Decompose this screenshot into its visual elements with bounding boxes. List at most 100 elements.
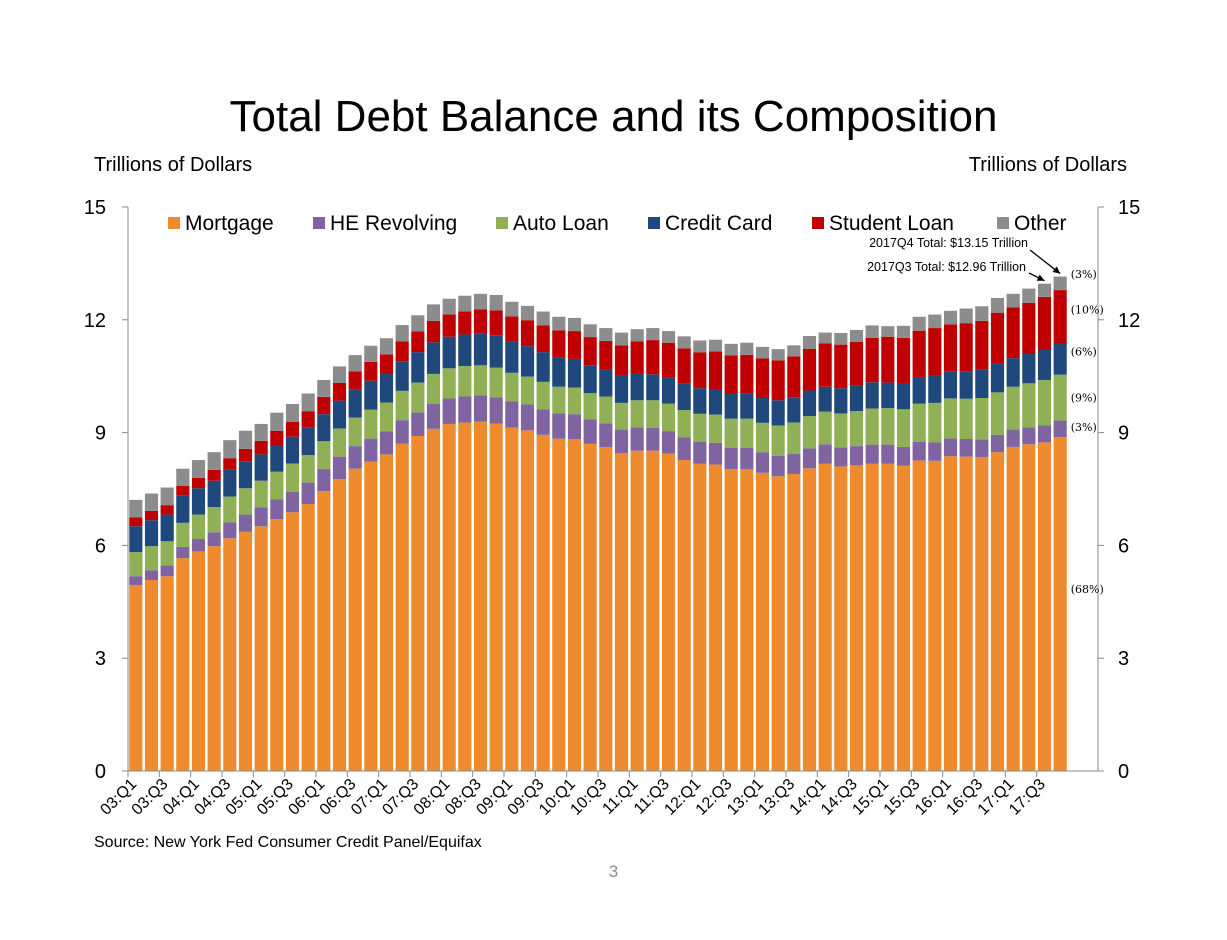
bar-auto-loan-10-Q2: [583, 393, 597, 420]
y-tick-label-right-6: 6: [1118, 535, 1129, 557]
bar-student-loan-07-Q2: [395, 341, 409, 362]
bar-student-loan-03-Q1: [129, 517, 143, 527]
bar-auto-loan-17-Q2: [1022, 383, 1036, 428]
bar-mortgage-12-Q2: [708, 464, 723, 771]
bar-other-14-Q4: [865, 325, 879, 338]
bar-other-13-Q1: [755, 346, 770, 359]
bar-student-loan-06-Q4: [364, 361, 378, 381]
bar-he-revolving-12-Q1: [693, 441, 707, 464]
bar-mortgage-04-Q4: [238, 531, 253, 771]
bar-student-loan-16-Q2: [959, 323, 973, 372]
bar-auto-loan-05-Q3: [285, 463, 300, 492]
bar-credit-card-11-Q1: [630, 373, 644, 401]
page-number: 3: [608, 862, 619, 881]
bar-he-revolving-16-Q4: [990, 434, 1005, 453]
bar-other-11-Q2: [646, 328, 660, 341]
bar-auto-loan-08-Q1: [442, 368, 456, 399]
bar-mortgage-09-Q4: [552, 438, 566, 771]
bar-he-revolving-11-Q2: [646, 427, 660, 451]
bar-mortgage-12-Q1: [693, 463, 707, 771]
bar-auto-loan-11-Q2: [646, 400, 660, 428]
bar-auto-loan-16-Q2: [959, 398, 973, 439]
bar-he-revolving-09-Q4: [552, 413, 566, 439]
bar-he-revolving-03-Q4: [176, 546, 190, 559]
bar-other-09-Q2: [520, 305, 535, 321]
bar-other-06-Q1: [317, 379, 331, 397]
composition-label-credit-card: (6%): [1071, 346, 1097, 359]
bar-he-revolving-08-Q2: [458, 396, 472, 423]
bar-auto-loan-07-Q1: [379, 402, 394, 432]
bar-he-revolving-11-Q3: [661, 431, 676, 454]
bar-other-06-Q4: [364, 345, 378, 362]
bar-auto-loan-10-Q4: [614, 402, 629, 430]
bar-other-08-Q1: [442, 298, 456, 315]
annotation-arrow-2017q3: [1028, 272, 1045, 282]
bar-credit-card-15-Q2: [896, 382, 911, 410]
bar-he-revolving-15-Q3: [912, 442, 926, 461]
annotation-2017q4-total: 2017Q4 Total: $13.15 Trillion: [869, 236, 1028, 250]
bar-student-loan-16-Q1: [943, 324, 958, 372]
bar-credit-card-16-Q3: [975, 369, 989, 399]
bar-mortgage-12-Q4: [740, 469, 754, 771]
bar-he-revolving-09-Q3: [536, 409, 550, 435]
bar-student-loan-17-Q4: [1053, 290, 1067, 344]
bar-mortgage-17-Q2: [1022, 444, 1036, 771]
bar-auto-loan-16-Q1: [943, 398, 958, 439]
annotation-arrow-2017q4-head: [1052, 266, 1061, 274]
bar-he-revolving-03-Q1: [129, 576, 143, 586]
bar-mortgage-11-Q3: [661, 453, 676, 771]
bar-auto-loan-08-Q2: [458, 366, 472, 397]
bar-student-loan-16-Q4: [990, 312, 1005, 364]
bar-auto-loan-11-Q1: [630, 400, 644, 428]
bar-credit-card-05-Q4: [301, 427, 315, 456]
y-axis-label-left: Trillions of Dollars: [94, 154, 253, 176]
bar-student-loan-12-Q3: [724, 355, 738, 394]
source-note: Source: New York Fed Consumer Credit Pan…: [94, 834, 482, 851]
bar-other-17-Q1: [1006, 293, 1020, 308]
bar-student-loan-17-Q3: [1037, 296, 1052, 350]
bar-other-13-Q4: [802, 335, 817, 349]
bar-mortgage-09-Q1: [505, 427, 519, 771]
bar-he-revolving-07-Q1: [379, 431, 394, 455]
bar-he-revolving-04-Q2: [207, 532, 221, 547]
bar-he-revolving-10-Q2: [583, 419, 597, 444]
bar-auto-loan-04-Q4: [238, 488, 253, 515]
bar-student-loan-13-Q2: [771, 360, 785, 401]
bar-he-revolving-09-Q2: [520, 404, 535, 431]
bar-other-03-Q4: [176, 468, 190, 486]
bar-student-loan-04-Q1: [191, 477, 206, 489]
y-tick-label-left-3: 3: [95, 648, 106, 670]
bar-he-revolving-13-Q4: [802, 448, 817, 469]
bar-auto-loan-15-Q2: [896, 409, 911, 447]
bar-credit-card-05-Q3: [285, 436, 300, 464]
bar-auto-loan-05-Q1: [254, 480, 268, 508]
bar-he-revolving-12-Q2: [708, 442, 723, 465]
bar-he-revolving-08-Q3: [473, 395, 488, 422]
bar-credit-card-08-Q1: [442, 336, 456, 369]
bar-auto-loan-17-Q3: [1037, 379, 1052, 426]
bar-auto-loan-14-Q2: [834, 413, 848, 448]
bar-credit-card-13-Q1: [755, 398, 770, 423]
bar-mortgage-08-Q3: [473, 421, 488, 771]
bar-auto-loan-17-Q4: [1053, 374, 1067, 421]
bar-other-05-Q4: [301, 393, 315, 412]
bar-mortgage-11-Q1: [630, 450, 644, 771]
bar-he-revolving-06-Q2: [332, 456, 347, 480]
bar-credit-card-12-Q1: [693, 388, 707, 414]
x-tick-label-17-Q3: 17:Q3: [1006, 776, 1049, 819]
bar-mortgage-05-Q2: [270, 519, 284, 771]
bar-mortgage-06-Q1: [317, 491, 331, 771]
bar-credit-card-06-Q2: [332, 400, 347, 429]
annotation-arrow-2017q4: [1029, 249, 1061, 275]
bar-credit-card-12-Q4: [740, 393, 754, 419]
bar-student-loan-16-Q3: [975, 320, 989, 370]
bar-mortgage-07-Q3: [411, 435, 425, 771]
bar-he-revolving-17-Q4: [1053, 420, 1067, 438]
bar-student-loan-04-Q2: [207, 469, 221, 481]
bar-mortgage-13-Q2: [771, 476, 785, 771]
bar-student-loan-05-Q1: [254, 440, 268, 455]
bar-student-loan-08-Q1: [442, 314, 456, 337]
bar-credit-card-05-Q1: [254, 454, 268, 481]
bar-credit-card-10-Q4: [614, 375, 629, 403]
bar-other-05-Q2: [270, 412, 284, 431]
